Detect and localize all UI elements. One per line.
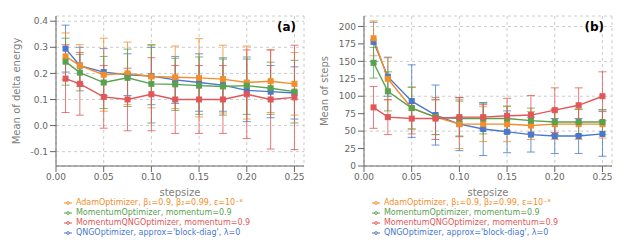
html-text:AdamOptimizer, β₁=0.9, β₂=0.99: AdamOptimizer, β₁=0.9, β₂=0.99, ε=10⁻⁸ [383, 198, 551, 207]
svg-text:0.00: 0.00 [46, 172, 66, 182]
svg-text:stepsize: stepsize [467, 187, 508, 198]
svg-text:0.15: 0.15 [497, 172, 517, 182]
svg-text:0.00: 0.00 [354, 172, 374, 182]
html-text:MomentumOptimizer, momentum=0.: MomentumOptimizer, momentum=0.9 [383, 208, 540, 217]
svg-text:50: 50 [345, 126, 357, 136]
svg-text:0.10: 0.10 [141, 172, 161, 182]
svg-text:150: 150 [339, 57, 356, 67]
svg-text:0.1: 0.1 [34, 95, 48, 105]
svg-text:125: 125 [339, 74, 356, 84]
html-text:MomentumQNGOptimizer, momentum: MomentumQNGOptimizer, momentum=0.9 [383, 218, 559, 227]
svg-text:25: 25 [345, 144, 356, 154]
svg-text:0.3: 0.3 [34, 42, 48, 52]
svg-text:Mean of steps: Mean of steps [319, 56, 330, 126]
svg-text:0.25: 0.25 [592, 172, 612, 182]
svg-text:stepsize: stepsize [159, 187, 200, 198]
svg-text:0.15: 0.15 [189, 172, 209, 182]
svg-text:0.05: 0.05 [402, 172, 422, 182]
html-text:AdamOptimizer, β₁=0.9, β₂=0.99: AdamOptimizer, β₁=0.9, β₂=0.99, ε=10⁻⁸ [75, 198, 243, 207]
svg-text:0.20: 0.20 [237, 172, 257, 182]
svg-text:0.4: 0.4 [34, 16, 49, 26]
html-text:QNGOptimizer, approx='block-di: QNGOptimizer, approx='block-diag', λ=0 [75, 228, 241, 237]
svg-text:0.25: 0.25 [284, 172, 304, 182]
svg-text:-0.1: -0.1 [30, 147, 48, 157]
svg-text:0.05: 0.05 [94, 172, 114, 182]
svg-text:0.10: 0.10 [449, 172, 469, 182]
html-text:MomentumQNGOptimizer, momentum: MomentumQNGOptimizer, momentum=0.9 [75, 218, 251, 227]
svg-text:Mean of delta energy: Mean of delta energy [11, 38, 22, 145]
html-text:QNGOptimizer, approx='block-di: QNGOptimizer, approx='block-diag', λ=0 [383, 228, 549, 237]
svg-text:175: 175 [339, 39, 356, 49]
svg-text:0.2: 0.2 [34, 69, 48, 79]
html-text:MomentumOptimizer, momentum=0.: MomentumOptimizer, momentum=0.9 [75, 208, 232, 217]
svg-text:100: 100 [339, 91, 356, 101]
svg-text:75: 75 [345, 109, 356, 119]
svg-text:0.0: 0.0 [34, 121, 49, 131]
svg-text:200: 200 [339, 22, 356, 32]
svg-text:0.20: 0.20 [545, 172, 565, 182]
html-text:(b): (b) [584, 20, 604, 34]
svg-text:0: 0 [350, 161, 356, 171]
html-text:(a): (a) [276, 20, 296, 34]
